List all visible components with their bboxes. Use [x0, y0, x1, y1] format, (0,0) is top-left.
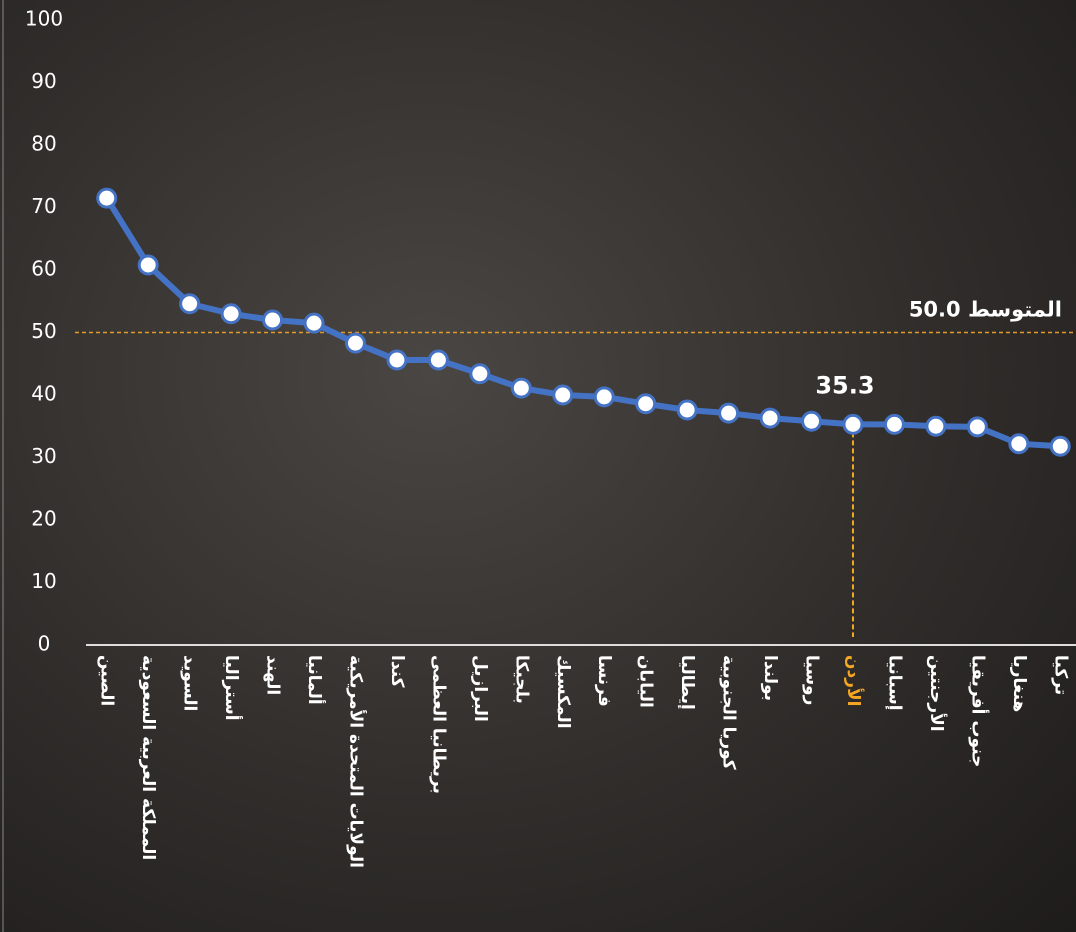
point-marker	[635, 393, 657, 415]
point-marker	[469, 363, 491, 385]
y-tick-label: 60	[31, 257, 56, 281]
point-marker	[344, 332, 366, 354]
point-marker	[386, 349, 408, 371]
point-marker	[96, 187, 118, 209]
point-marker	[552, 384, 574, 406]
y-tick-label: 40	[31, 382, 56, 406]
x-tick-label: بولندا	[760, 655, 780, 701]
x-tick-label: كندا	[387, 655, 407, 688]
point-marker	[1008, 433, 1030, 455]
x-tick-label: أستراليا	[221, 655, 243, 721]
x-tick-label: اليابان	[636, 655, 656, 708]
x-tick-label: تركيا	[1050, 655, 1070, 695]
y-tick-label: 100	[25, 7, 63, 31]
point-marker	[966, 416, 988, 438]
x-tick-label: فرنسا	[594, 655, 614, 707]
average-label: المتوسط 50.0	[909, 298, 1062, 322]
y-tick-label: 70	[31, 194, 56, 218]
point-marker	[842, 413, 864, 435]
y-tick-label: 0	[38, 632, 51, 656]
x-tick-label: الصين	[97, 655, 117, 706]
x-tick-label: كوريا الجنوبية	[719, 655, 739, 770]
x-tick-label: المكسيك	[553, 655, 573, 729]
y-tick-label: 50	[31, 319, 56, 343]
point-marker	[593, 386, 615, 408]
x-tick-label: السويد	[180, 655, 200, 711]
point-marker	[427, 349, 449, 371]
x-tick-label: الهند	[263, 655, 283, 695]
y-tick-label: 80	[31, 132, 56, 156]
x-tick-label: المملكة العربية السعودية	[138, 655, 158, 860]
point-marker	[883, 413, 905, 435]
point-marker	[137, 254, 159, 276]
point-marker	[718, 402, 740, 424]
point-marker	[510, 377, 532, 399]
point-marker	[220, 303, 242, 325]
point-marker	[262, 309, 284, 331]
point-marker	[801, 410, 823, 432]
point-marker	[925, 415, 947, 437]
y-tick-label: 30	[31, 444, 56, 468]
point-marker	[179, 293, 201, 315]
y-tick-label: 10	[31, 569, 56, 593]
x-tick-label: البرازيل	[470, 655, 490, 722]
x-tick-label: إسبانيا	[884, 655, 904, 711]
x-tick-label: ألمانيا	[304, 655, 326, 705]
highlight-label: 35.3	[815, 371, 874, 399]
x-tick-label: بلجيكا	[511, 655, 531, 704]
point-marker	[676, 399, 698, 421]
x-tick-label: روسيا	[802, 655, 822, 705]
y-tick-label: 90	[31, 69, 56, 93]
point-marker	[1049, 435, 1071, 457]
series-line	[104, 196, 1061, 450]
x-tick-label: هنغاريا	[1009, 655, 1029, 712]
x-tick-label: الأردن	[843, 655, 864, 707]
point-marker	[759, 407, 781, 429]
x-tick-label: جنوب أفريقيا	[967, 655, 989, 767]
x-tick-label: الولايات المتحدة الأمريكية	[345, 655, 366, 868]
y-tick-label: 20	[31, 507, 56, 531]
x-tick-label: إيطاليا	[677, 655, 697, 710]
x-tick-label: بريطانيا العظمى	[428, 655, 448, 794]
x-tick-label: الأرجنتين	[926, 655, 947, 732]
point-marker	[303, 312, 325, 334]
